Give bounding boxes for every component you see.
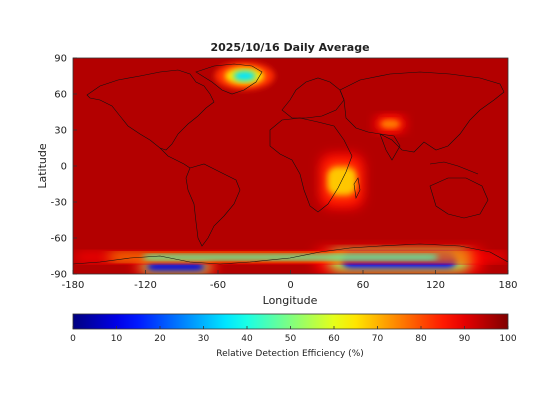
colorbar-tick-label: 60 — [328, 334, 340, 344]
coastline-antarctica — [73, 243, 508, 265]
map-title: 2025/10/16 Daily Average — [210, 41, 369, 54]
coastline-asia — [339, 71, 505, 153]
y-tick-label: -30 — [51, 198, 67, 209]
y-tick-label: 60 — [54, 90, 67, 101]
x-tick-label: 60 — [357, 280, 370, 291]
colorbar-tick-label: 0 — [70, 334, 76, 344]
coastline-africa — [269, 117, 353, 213]
colorbar-tick-label: 10 — [111, 334, 123, 344]
y-tick-label: -90 — [51, 270, 67, 281]
coastline-australia — [429, 177, 489, 219]
coastline-indonesia — [429, 161, 479, 175]
feature-greenland-level-2 — [233, 71, 256, 81]
coastline-north-america — [86, 69, 215, 151]
x-tick-label: 180 — [498, 280, 517, 291]
colorbar-tick-label: 100 — [499, 334, 516, 344]
efficiency-features — [73, 62, 508, 274]
x-tick-label: -120 — [134, 280, 157, 291]
coastline-greenland — [195, 63, 263, 95]
colorbar-tick-label: 20 — [154, 334, 166, 344]
map-area — [73, 58, 508, 274]
colorbar-tick-label: 70 — [372, 334, 384, 344]
x-tick-label: -180 — [62, 280, 85, 291]
x-axis-ticks: -180 -120 -60 0 60 120 180 — [62, 270, 518, 291]
coastlines — [73, 63, 508, 265]
coastline-madagascar — [353, 177, 361, 199]
x-tick-label: 120 — [426, 280, 445, 291]
colorbar-tick-label: 80 — [415, 334, 427, 344]
colorbar-label: Relative Detection Efficiency (%) — [216, 349, 364, 359]
y-tick-label: 30 — [54, 126, 67, 137]
colorbar-tick-label: 30 — [198, 334, 210, 344]
y-tick-label: 0 — [61, 162, 67, 173]
coastline-south-america — [185, 163, 241, 247]
colorbar-tick-label: 40 — [241, 334, 253, 344]
x-axis-label: Longitude — [263, 294, 318, 307]
feature-antarctica-west-level-2 — [146, 263, 205, 271]
efficiency-background — [73, 58, 508, 274]
feature-antarctic-coastal-band-level-2 — [142, 254, 439, 260]
y-axis-ticks: 90 60 30 0 -30 -60 -90 — [51, 54, 77, 281]
colorbar-tick-label: 90 — [459, 334, 471, 344]
y-tick-label: -60 — [51, 234, 67, 245]
x-tick-label: -60 — [210, 280, 226, 291]
colorbar-ticks: 0 10 20 30 40 50 60 70 80 90 100 — [70, 326, 517, 344]
feature-tibet-himalaya-level-2 — [379, 119, 401, 129]
coastline-india — [379, 133, 401, 161]
y-axis-label: Latitude — [36, 143, 49, 189]
colorbar-tick-label: 50 — [285, 334, 297, 344]
coastline-central-america — [159, 147, 191, 169]
y-tick-label: 90 — [54, 54, 67, 65]
feature-east-africa-arabian-sea-level-2 — [327, 166, 357, 196]
x-tick-label: 0 — [287, 280, 293, 291]
